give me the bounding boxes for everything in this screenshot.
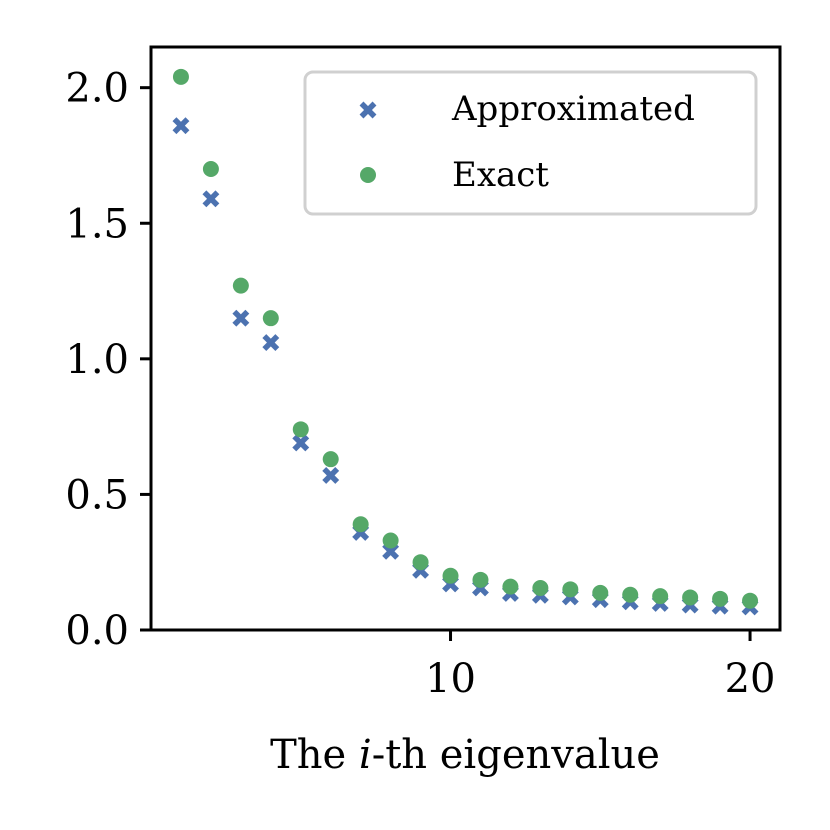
approximated-point [262,334,280,352]
exact-point [232,277,249,294]
legend-marker-x [359,101,377,119]
exact-point [202,161,219,178]
exact-point [562,581,579,598]
exact-point [502,578,519,595]
exact-point [412,554,429,571]
exact-point [592,584,609,601]
y-tick-label: 0.5 [65,472,129,518]
exact-point [622,586,639,603]
exact-point [352,516,369,533]
exact-point [682,589,699,606]
data-points [172,68,759,616]
x-axis-ticks: 10 20 [425,630,776,702]
exact-point [292,421,309,438]
exact-point [532,579,549,596]
y-tick-label: 2.0 [65,66,129,112]
y-tick-label: 0.0 [65,608,129,654]
legend-label-approximated: Approximated [451,89,695,129]
legend-marker-dot [360,167,376,183]
approximated-point [172,117,190,135]
x-tick-label: 10 [425,656,476,702]
exact-point [442,567,459,584]
exact-point [472,571,489,588]
approximated-point [232,309,250,327]
legend-box [303,70,758,216]
exact-point [742,592,759,609]
exact-point [262,310,279,327]
legend-marker-approximated [359,101,377,119]
exact-point [712,590,729,607]
approximated-point [202,190,220,208]
legend-marker-exact [360,167,376,183]
exact-point [382,532,399,549]
exact-point [652,588,669,605]
y-tick-label: 1.5 [65,201,129,247]
legend: Approximated Exact [303,70,758,216]
exact-point [172,68,189,85]
legend-label-exact: Exact [452,155,549,195]
approximated-point [322,466,340,484]
x-axis-label: The i-th eigenvalue [270,732,660,778]
exact-point [322,451,339,468]
plot-frame [149,45,782,632]
y-tick-label: 1.0 [65,337,129,383]
y-axis-ticks: 0.0 0.5 1.0 1.5 2.0 [65,66,151,654]
approximated-point [292,434,310,452]
x-tick-label: 20 [725,656,776,702]
